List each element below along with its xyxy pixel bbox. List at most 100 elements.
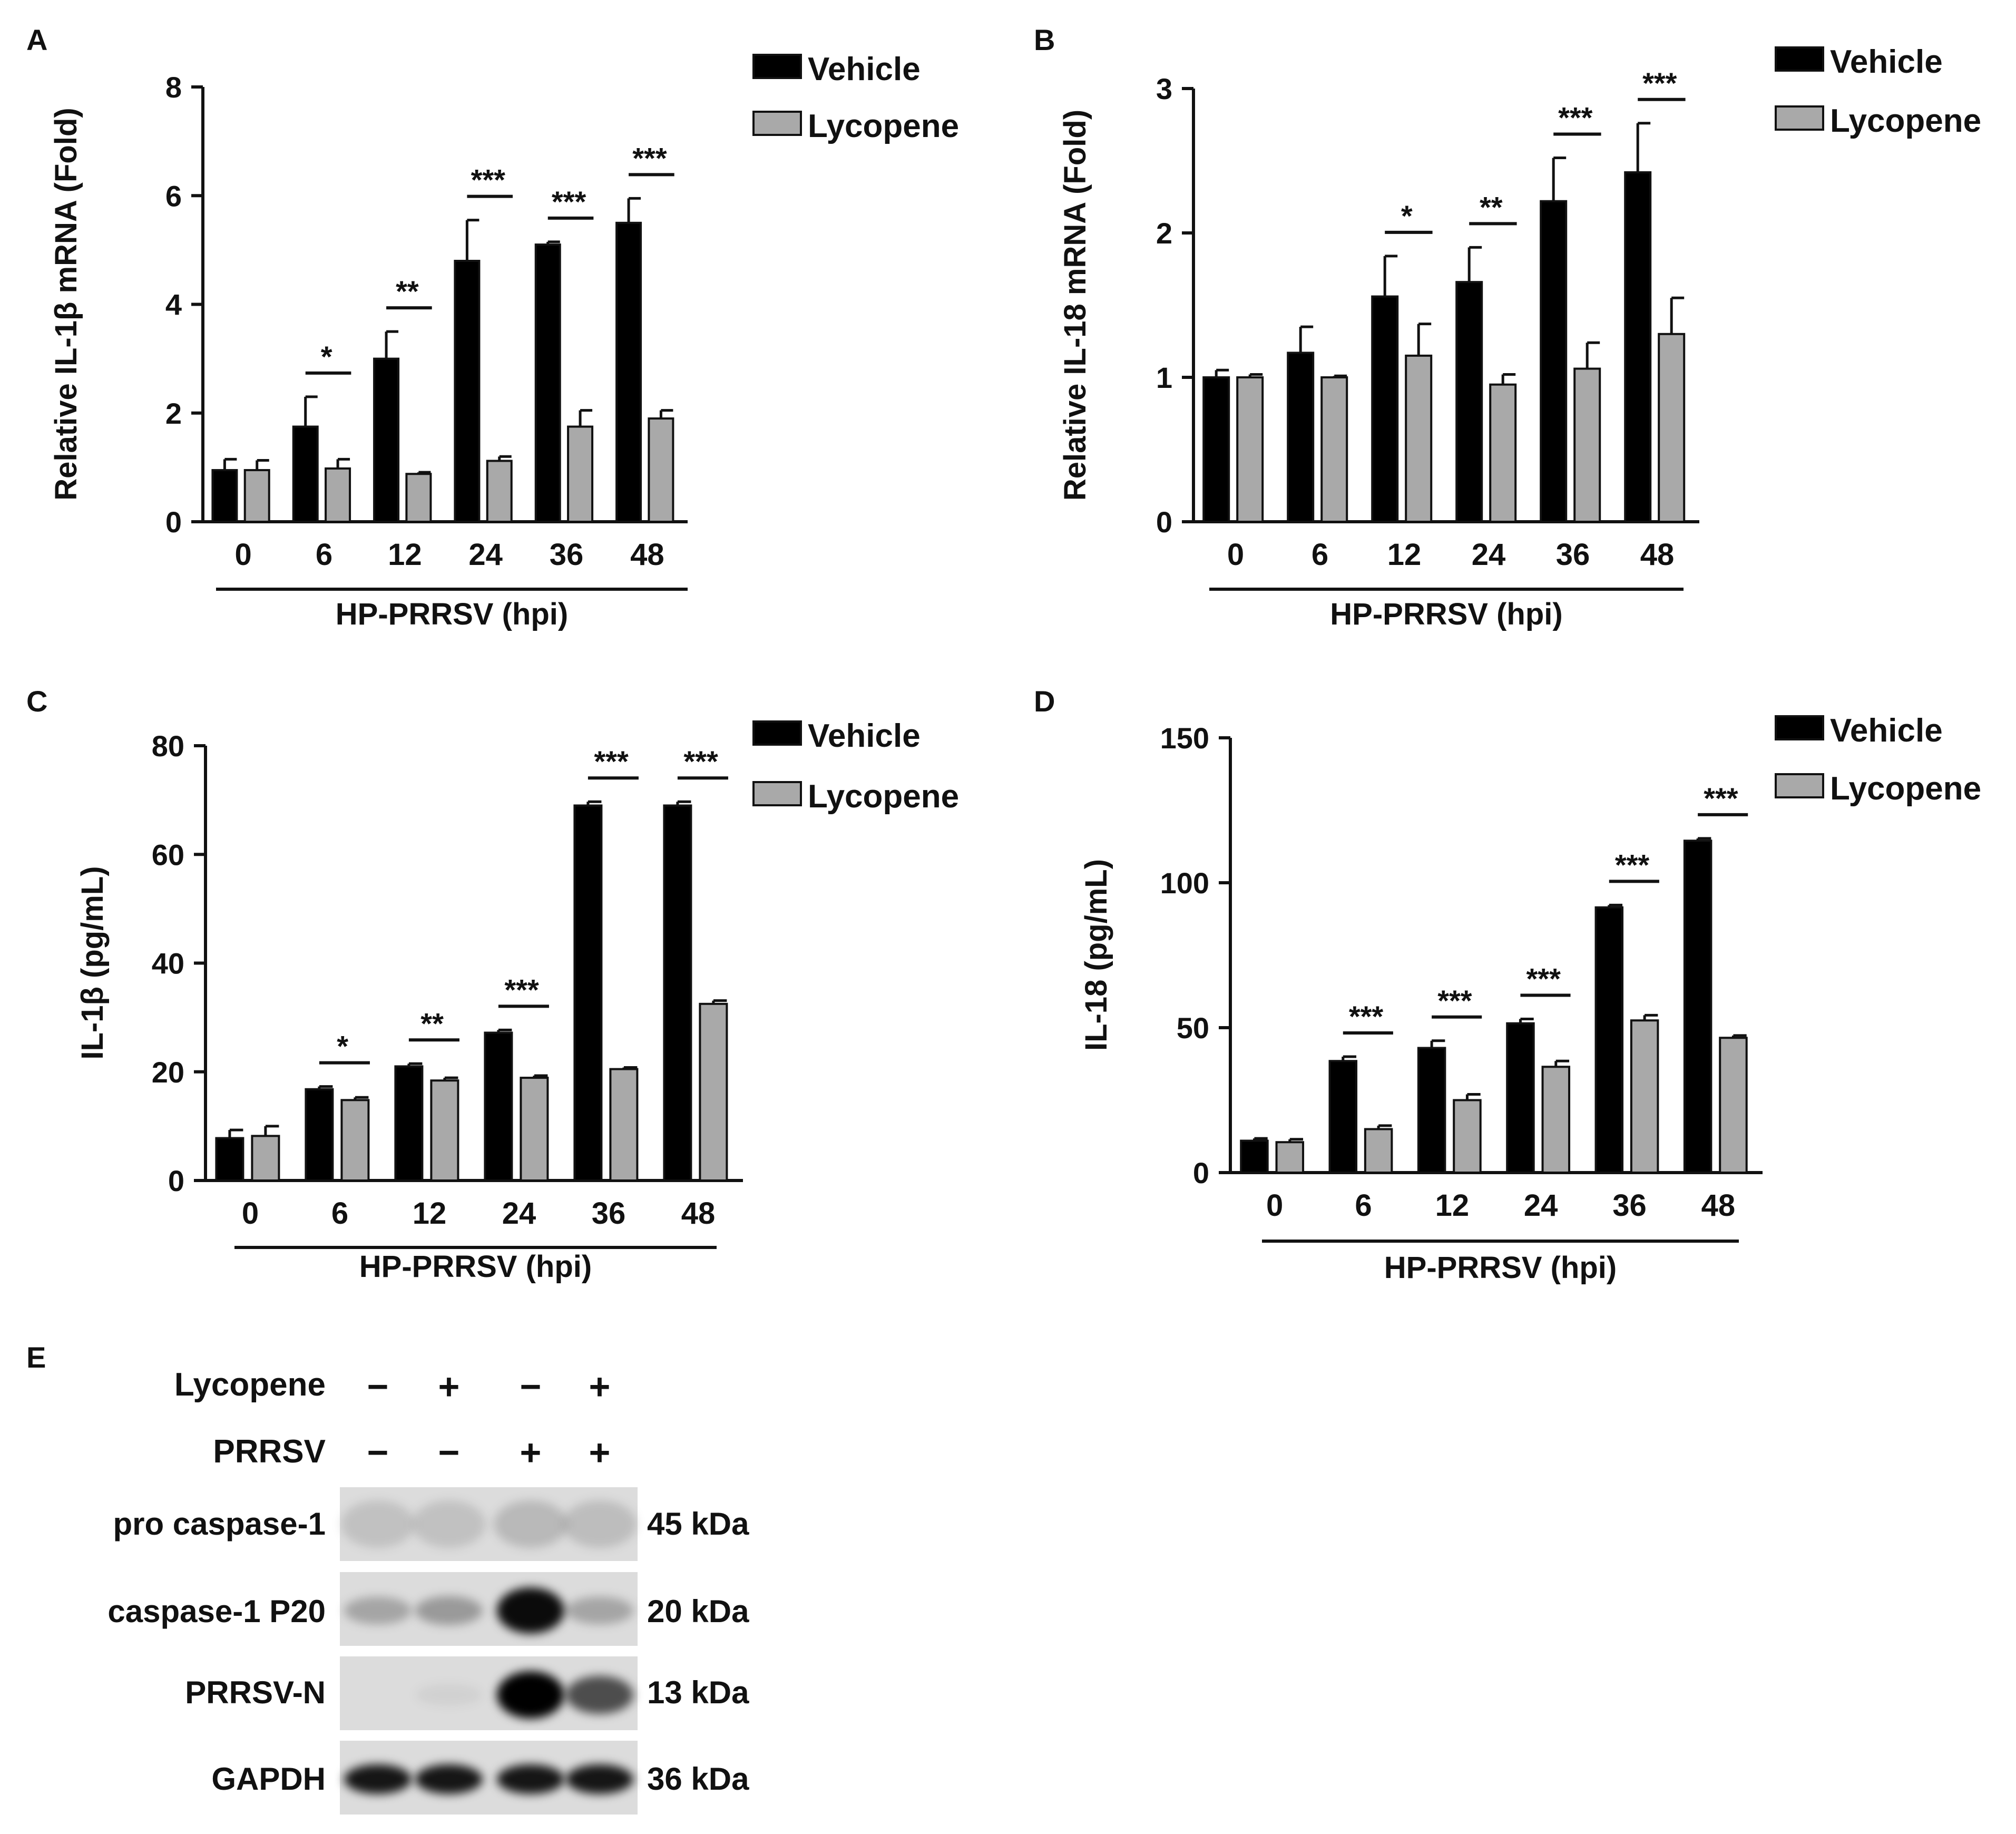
- legend-swatch-lycopene: [1775, 105, 1824, 131]
- condition-sign: +: [589, 1366, 611, 1407]
- blot-row-label: PRRSV-N: [185, 1675, 326, 1710]
- x-tick-label: 6: [316, 538, 332, 572]
- bar-lycopene: [1236, 376, 1264, 523]
- bar-vehicle: [305, 1088, 334, 1182]
- y-axis-label: IL-1β (pg/mL): [75, 866, 110, 1059]
- panel-c: C IL-1β (pg/mL) HP-PRRSV (hpi) Vehicle L…: [26, 685, 959, 1284]
- x-tick-label: 6: [331, 1196, 348, 1231]
- bar-vehicle: [1594, 906, 1624, 1174]
- x-tick-label: 24: [1524, 1188, 1558, 1223]
- bar-vehicle: [663, 804, 692, 1182]
- bar-vehicle: [215, 1137, 244, 1182]
- y-tick-label: 60: [152, 838, 184, 871]
- bar-lycopene: [1405, 354, 1433, 523]
- y-axis-label: IL-18 (pg/mL): [1079, 859, 1113, 1051]
- y-tick-label: 2: [165, 397, 182, 430]
- y-tick-label: 80: [152, 729, 184, 763]
- y-tick-label: 4: [165, 288, 182, 321]
- bar-vehicle: [292, 425, 319, 523]
- legend-label-vehicle: Vehicle: [1830, 44, 1943, 80]
- legend-label-lycopene: Lycopene: [808, 108, 959, 144]
- bar-lycopene: [1630, 1019, 1659, 1174]
- bar-lycopene: [1364, 1128, 1393, 1174]
- bar-lycopene: [699, 1002, 728, 1182]
- blot-band: [494, 1500, 567, 1548]
- blot-band: [566, 1675, 633, 1714]
- legend-label-vehicle: Vehicle: [808, 718, 921, 754]
- x-tick-label: 0: [1266, 1188, 1283, 1223]
- bar-vehicle: [534, 243, 561, 523]
- significance-label: ***: [552, 185, 586, 218]
- significance-label: ***: [1704, 782, 1738, 815]
- panel-label-e: E: [26, 1341, 46, 1374]
- y-tick-label: 6: [165, 179, 182, 212]
- bar-vehicle: [1624, 171, 1652, 523]
- bar-lycopene: [1489, 383, 1517, 523]
- bar-lycopene: [567, 425, 594, 523]
- y-tick-label: 0: [1156, 505, 1172, 539]
- x-tick-label: 36: [550, 538, 584, 572]
- blot-row-label: GAPDH: [211, 1761, 326, 1797]
- bar-vehicle: [373, 357, 400, 523]
- x-tick-label: 24: [502, 1196, 536, 1231]
- x-tick-label: 0: [235, 538, 252, 572]
- x-tick-label: 48: [681, 1196, 716, 1231]
- blot-band: [344, 1596, 412, 1625]
- bar-vehicle: [484, 1031, 513, 1182]
- bar-lycopene: [1719, 1037, 1748, 1174]
- bar-lycopene: [1453, 1099, 1482, 1174]
- bar-lycopene: [1658, 333, 1686, 523]
- blot-band: [412, 1500, 486, 1548]
- condition-sign: +: [589, 1432, 611, 1473]
- legend-swatch-vehicle: [752, 54, 802, 79]
- x-tick-label: 12: [413, 1196, 447, 1231]
- bar-vehicle: [1202, 376, 1230, 523]
- significance-label: ***: [1558, 101, 1593, 134]
- bar-vehicle: [1328, 1060, 1358, 1174]
- bar-vehicle: [454, 260, 481, 523]
- y-tick-label: 150: [1160, 721, 1209, 755]
- y-tick-label: 0: [1193, 1156, 1209, 1189]
- bar-lycopene: [609, 1068, 639, 1182]
- panel-label-d: D: [1034, 685, 1055, 718]
- x-tick-label: 0: [1227, 538, 1244, 572]
- significance-label: **: [1480, 190, 1503, 223]
- blot-band: [415, 1764, 483, 1794]
- blot-row-label: caspase-1 P20: [107, 1594, 326, 1629]
- legend-swatch-vehicle: [752, 720, 802, 746]
- panel-label-b: B: [1034, 23, 1055, 56]
- bar-vehicle: [1455, 281, 1483, 523]
- x-tick-label: 36: [1612, 1188, 1647, 1223]
- significance-label: ***: [594, 745, 629, 778]
- legend-label-vehicle: Vehicle: [808, 51, 921, 87]
- x-tick-label: 36: [1556, 538, 1590, 572]
- x-tick-label: 6: [1312, 538, 1328, 572]
- y-tick-label: 100: [1160, 866, 1209, 900]
- x-axis-label: HP-PRRSV (hpi): [336, 597, 568, 631]
- bar-vehicle: [394, 1065, 424, 1182]
- significance-label: **: [396, 275, 419, 308]
- x-tick-label: 36: [592, 1196, 626, 1231]
- significance-label: ***: [1642, 66, 1677, 100]
- bar-lycopene: [1320, 376, 1348, 523]
- blot-band: [497, 1764, 564, 1794]
- bar-vehicle: [1240, 1139, 1269, 1174]
- y-tick-label: 40: [152, 947, 184, 980]
- legend-label-lycopene: Lycopene: [808, 778, 959, 815]
- blot-size-label: 13 kDa: [647, 1675, 749, 1710]
- blot-band: [344, 1764, 412, 1794]
- panel-label-c: C: [26, 685, 47, 718]
- panel-a: A Relative IL-1β mRNA (Fold) HP-PRRSV (h…: [26, 23, 959, 631]
- x-axis-label: HP-PRRSV (hpi): [1384, 1251, 1617, 1285]
- panel-b: B Relative IL-18 mRNA (Fold) HP-PRRSV (h…: [1034, 23, 1981, 631]
- bar-lycopene: [340, 1099, 370, 1182]
- x-tick-label: 0: [242, 1196, 259, 1231]
- significance-label: ***: [683, 745, 718, 778]
- bar-lycopene: [486, 460, 513, 523]
- condition-sign: +: [520, 1432, 542, 1473]
- blot-band: [566, 1596, 633, 1625]
- bar-vehicle: [1506, 1022, 1535, 1174]
- bar-lycopene: [1541, 1066, 1571, 1174]
- bar-lycopene: [1275, 1141, 1305, 1174]
- blot-row-label: pro caspase-1: [113, 1506, 326, 1542]
